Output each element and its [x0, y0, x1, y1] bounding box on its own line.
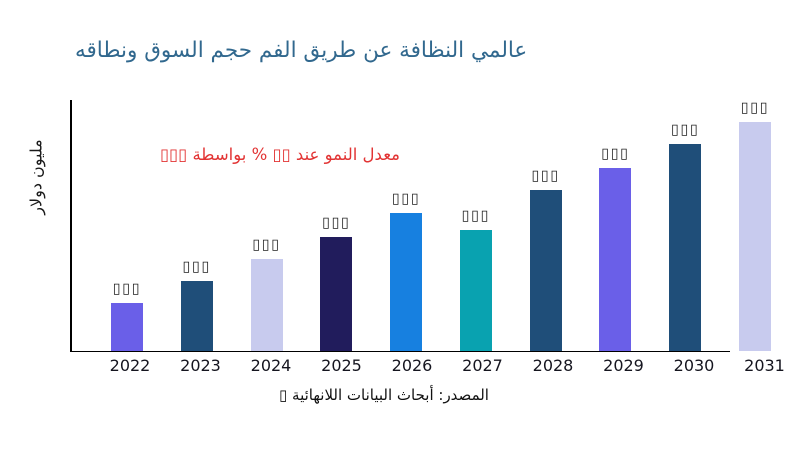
bar-2024 [250, 259, 283, 351]
x-tick-2027: 2027 [462, 356, 503, 375]
bar-2031 [739, 122, 772, 351]
bar-value-label-2031: ▯▯▯ [740, 100, 770, 116]
growth-rate-annotation: معدل النمو عند ▯▯ % بواسطة ▯▯▯ [159, 145, 400, 164]
bar-2029 [599, 168, 632, 351]
x-tick-2028: 2028 [532, 356, 574, 375]
x-tick-2026: 2026 [391, 356, 433, 375]
bar-value-label-2029: ▯▯▯ [601, 146, 630, 162]
bar-2026 [390, 213, 423, 351]
bar-value-label-2027: ▯▯▯ [461, 208, 491, 224]
x-tick-2023: 2023 [180, 356, 221, 375]
bar-2025 [320, 237, 353, 351]
x-tick-2031: 2031 [744, 356, 785, 375]
bar-2023 [180, 281, 213, 351]
bar-2027 [459, 230, 492, 351]
x-tick-2029: 2029 [603, 356, 644, 375]
bar-value-label-2028: ▯▯▯ [531, 168, 560, 184]
y-axis-title: مليون دولار [26, 139, 46, 215]
bar-value-label-2023: ▯▯▯ [182, 259, 211, 275]
x-tick-2030: 2030 [673, 356, 715, 375]
bar-2030 [669, 144, 702, 351]
bar-value-label-2026: ▯▯▯ [391, 191, 421, 207]
bar-2028 [529, 190, 562, 351]
bar-value-label-2022: ▯▯▯ [112, 281, 142, 297]
x-tick-2024: 2024 [250, 356, 292, 375]
bar-value-label-2024: ▯▯▯ [252, 237, 281, 253]
x-tick-2025: 2025 [321, 356, 362, 375]
bar-2022 [111, 303, 143, 351]
y-axis-line [70, 100, 72, 352]
source-note: المصدر: أبحاث البيانات اللانهائية ▯ [279, 386, 489, 404]
bar-value-label-2030: ▯▯▯ [671, 122, 700, 138]
bar-value-label-2025: ▯▯▯ [322, 215, 351, 231]
chart-title: عالمي النظافة عن طريق الفم حجم السوق ونط… [75, 38, 528, 63]
x-axis-line [70, 350, 730, 352]
x-tick-2022: 2022 [109, 356, 151, 375]
